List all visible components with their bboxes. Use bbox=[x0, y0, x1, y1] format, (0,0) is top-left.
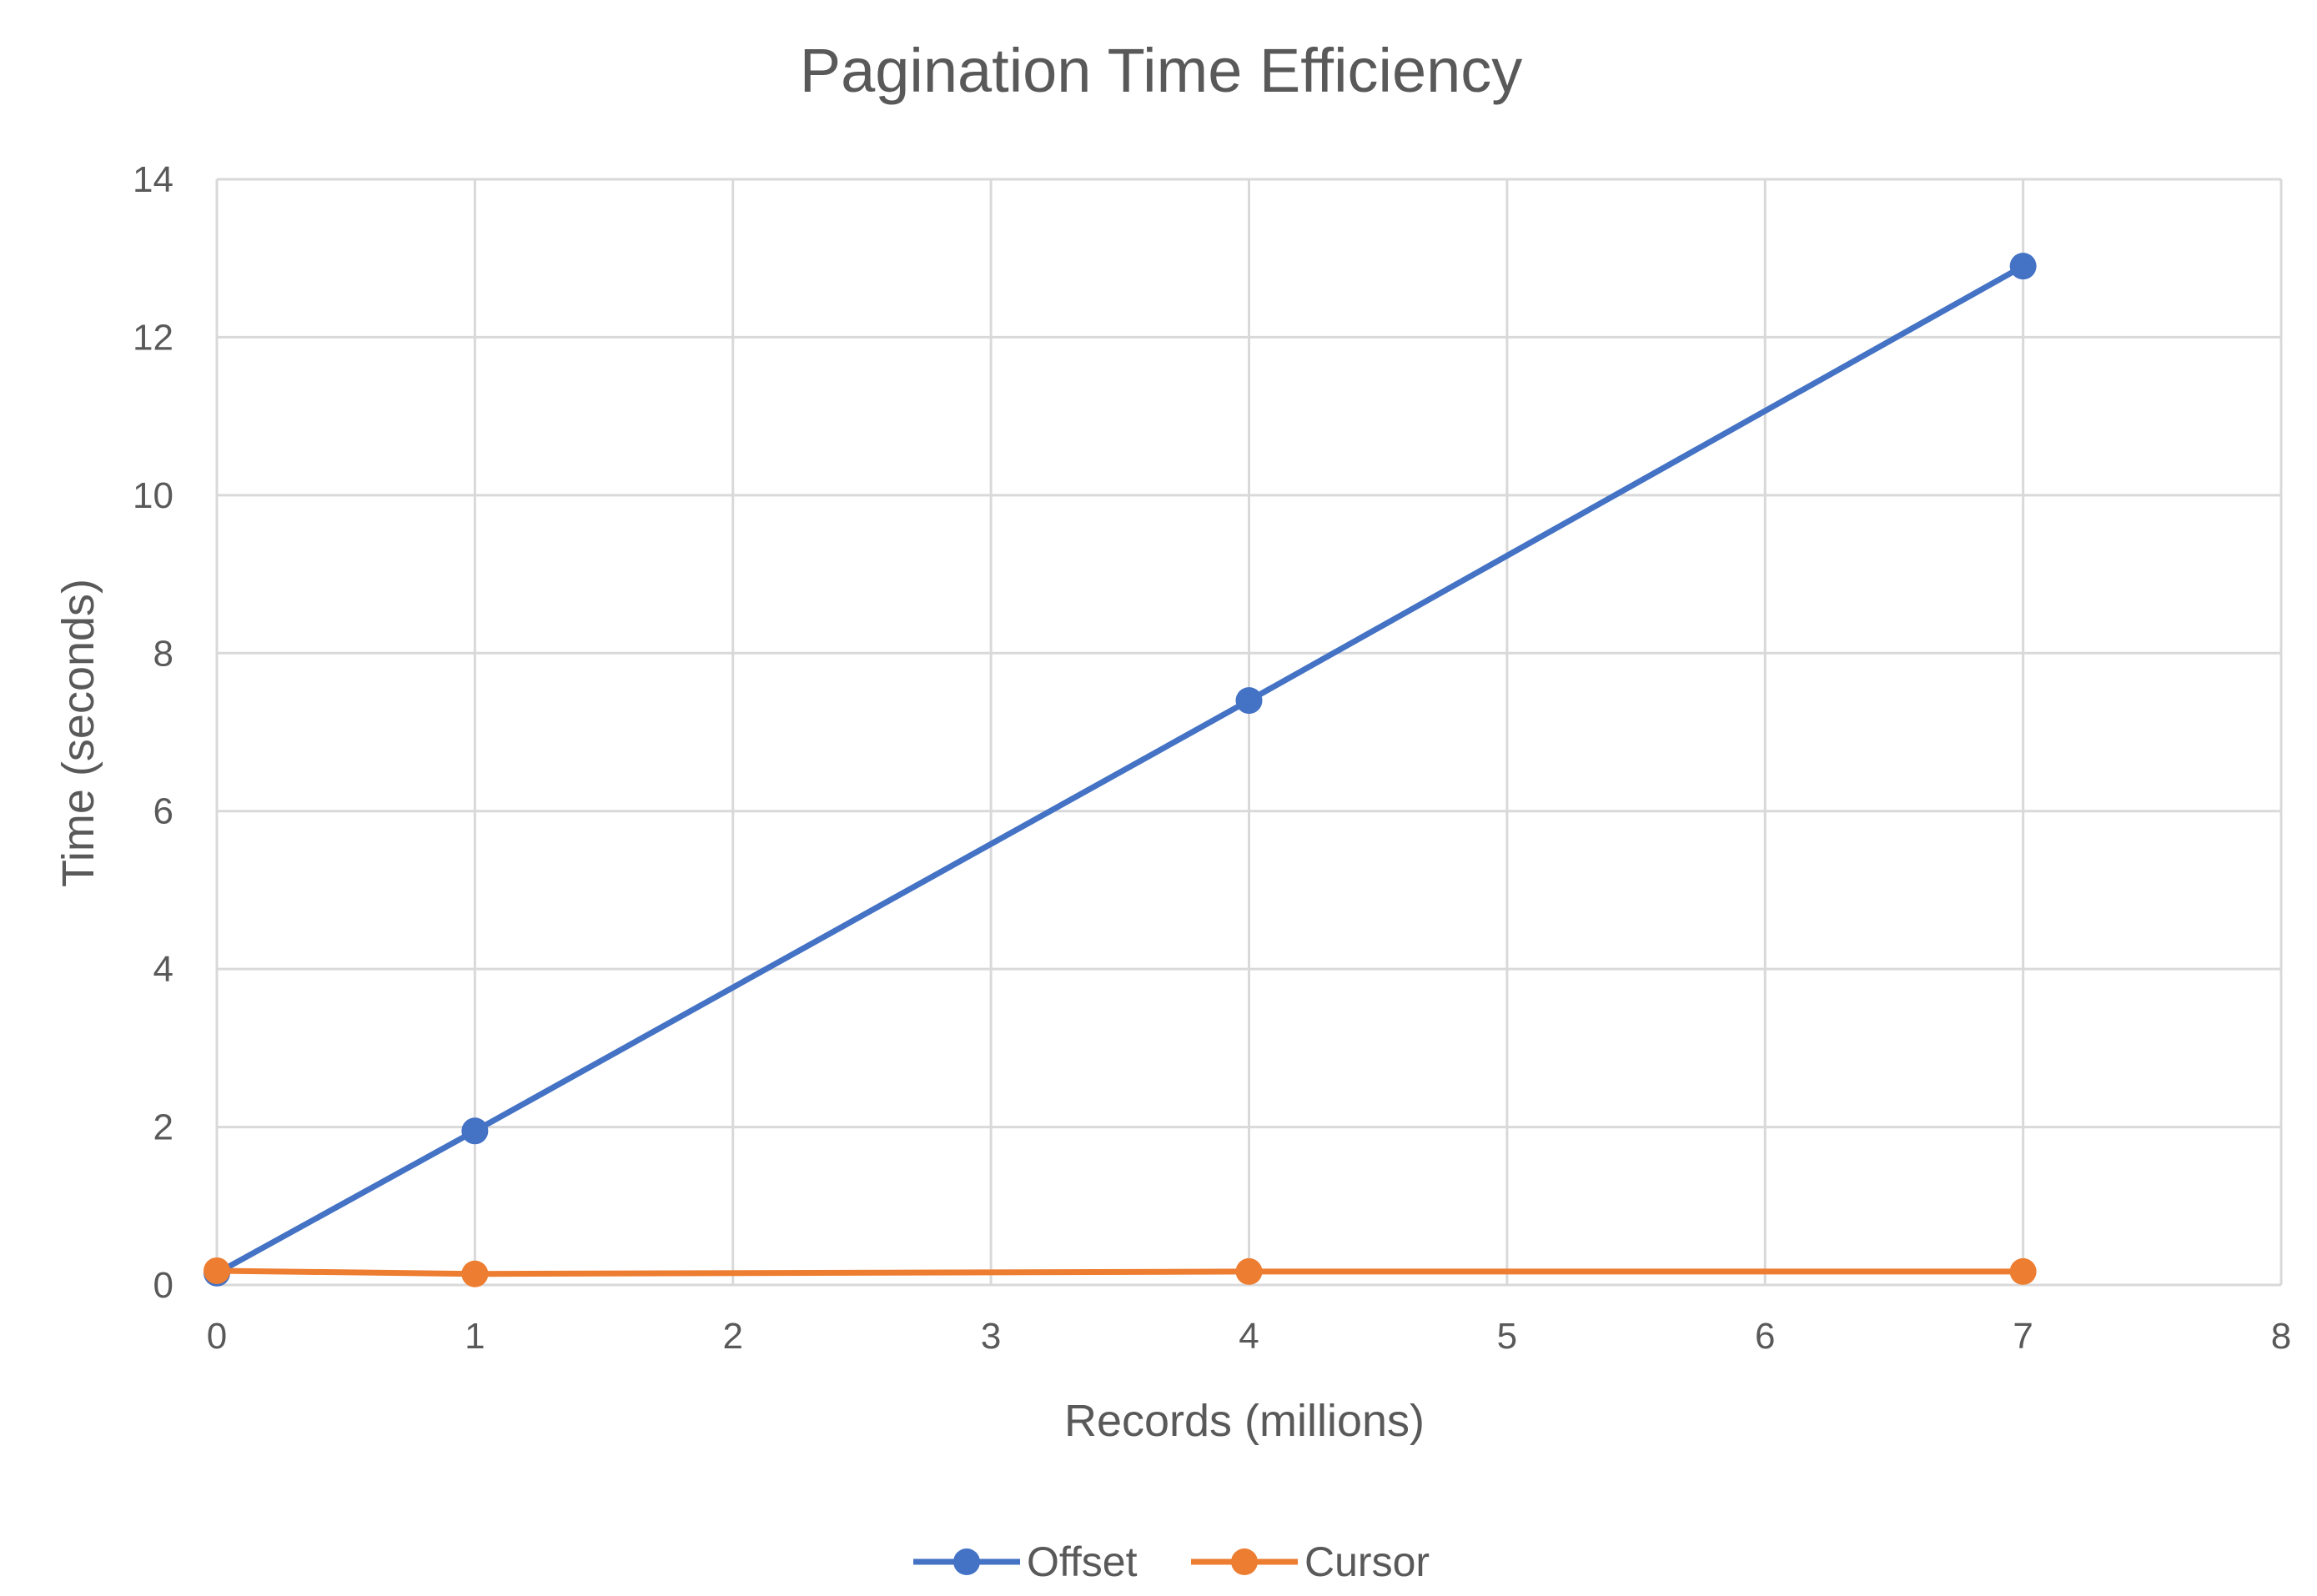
legend-label: Offset bbox=[1027, 1538, 1138, 1585]
data-point-cursor bbox=[461, 1260, 489, 1287]
y-tick-label: 2 bbox=[153, 1107, 173, 1148]
x-tick-label: 5 bbox=[1497, 1316, 1517, 1357]
data-point-offset bbox=[461, 1117, 489, 1145]
data-point-offset bbox=[1235, 687, 1263, 715]
x-tick-label: 8 bbox=[2271, 1316, 2291, 1357]
data-point-offset bbox=[2009, 253, 2037, 280]
chart-title: Pagination Time Efficiency bbox=[800, 36, 1523, 105]
y-tick-label: 12 bbox=[133, 317, 173, 358]
data-point-cursor bbox=[204, 1257, 230, 1284]
legend-item-cursor: Cursor bbox=[1191, 1538, 1430, 1585]
x-axis-title: Records (millions) bbox=[1064, 1396, 1425, 1446]
series-line-cursor bbox=[214, 1267, 2027, 1277]
x-tick-label: 6 bbox=[1755, 1316, 1775, 1357]
series-line-offset bbox=[214, 263, 2027, 1277]
y-tick-label: 14 bbox=[133, 159, 173, 200]
legend-label: Cursor bbox=[1304, 1538, 1430, 1585]
gridlines bbox=[215, 178, 2283, 1287]
y-axis-title: Time (seconds) bbox=[53, 579, 103, 887]
data-series bbox=[204, 253, 2037, 1287]
data-point-cursor bbox=[2009, 1257, 2037, 1285]
data-point-cursor bbox=[1235, 1257, 1263, 1285]
x-tick-label: 7 bbox=[2013, 1316, 2033, 1357]
x-tick-label: 4 bbox=[1239, 1316, 1259, 1357]
y-tick-label: 10 bbox=[133, 475, 173, 516]
y-tick-label: 8 bbox=[153, 633, 173, 674]
legend: Offset Cursor bbox=[913, 1538, 1430, 1585]
legend-item-offset: Offset bbox=[913, 1538, 1138, 1585]
y-tick-label: 0 bbox=[153, 1265, 173, 1306]
y-tick-label: 6 bbox=[153, 791, 173, 832]
x-tick-label: 0 bbox=[207, 1316, 227, 1357]
x-tick-label: 3 bbox=[981, 1316, 1001, 1357]
y-tick-label: 4 bbox=[153, 949, 173, 990]
x-tick-label: 1 bbox=[465, 1316, 485, 1357]
legend-marker-swatch bbox=[953, 1548, 980, 1575]
x-tick-label: 2 bbox=[723, 1316, 743, 1357]
legend-marker-swatch bbox=[1231, 1548, 1258, 1575]
